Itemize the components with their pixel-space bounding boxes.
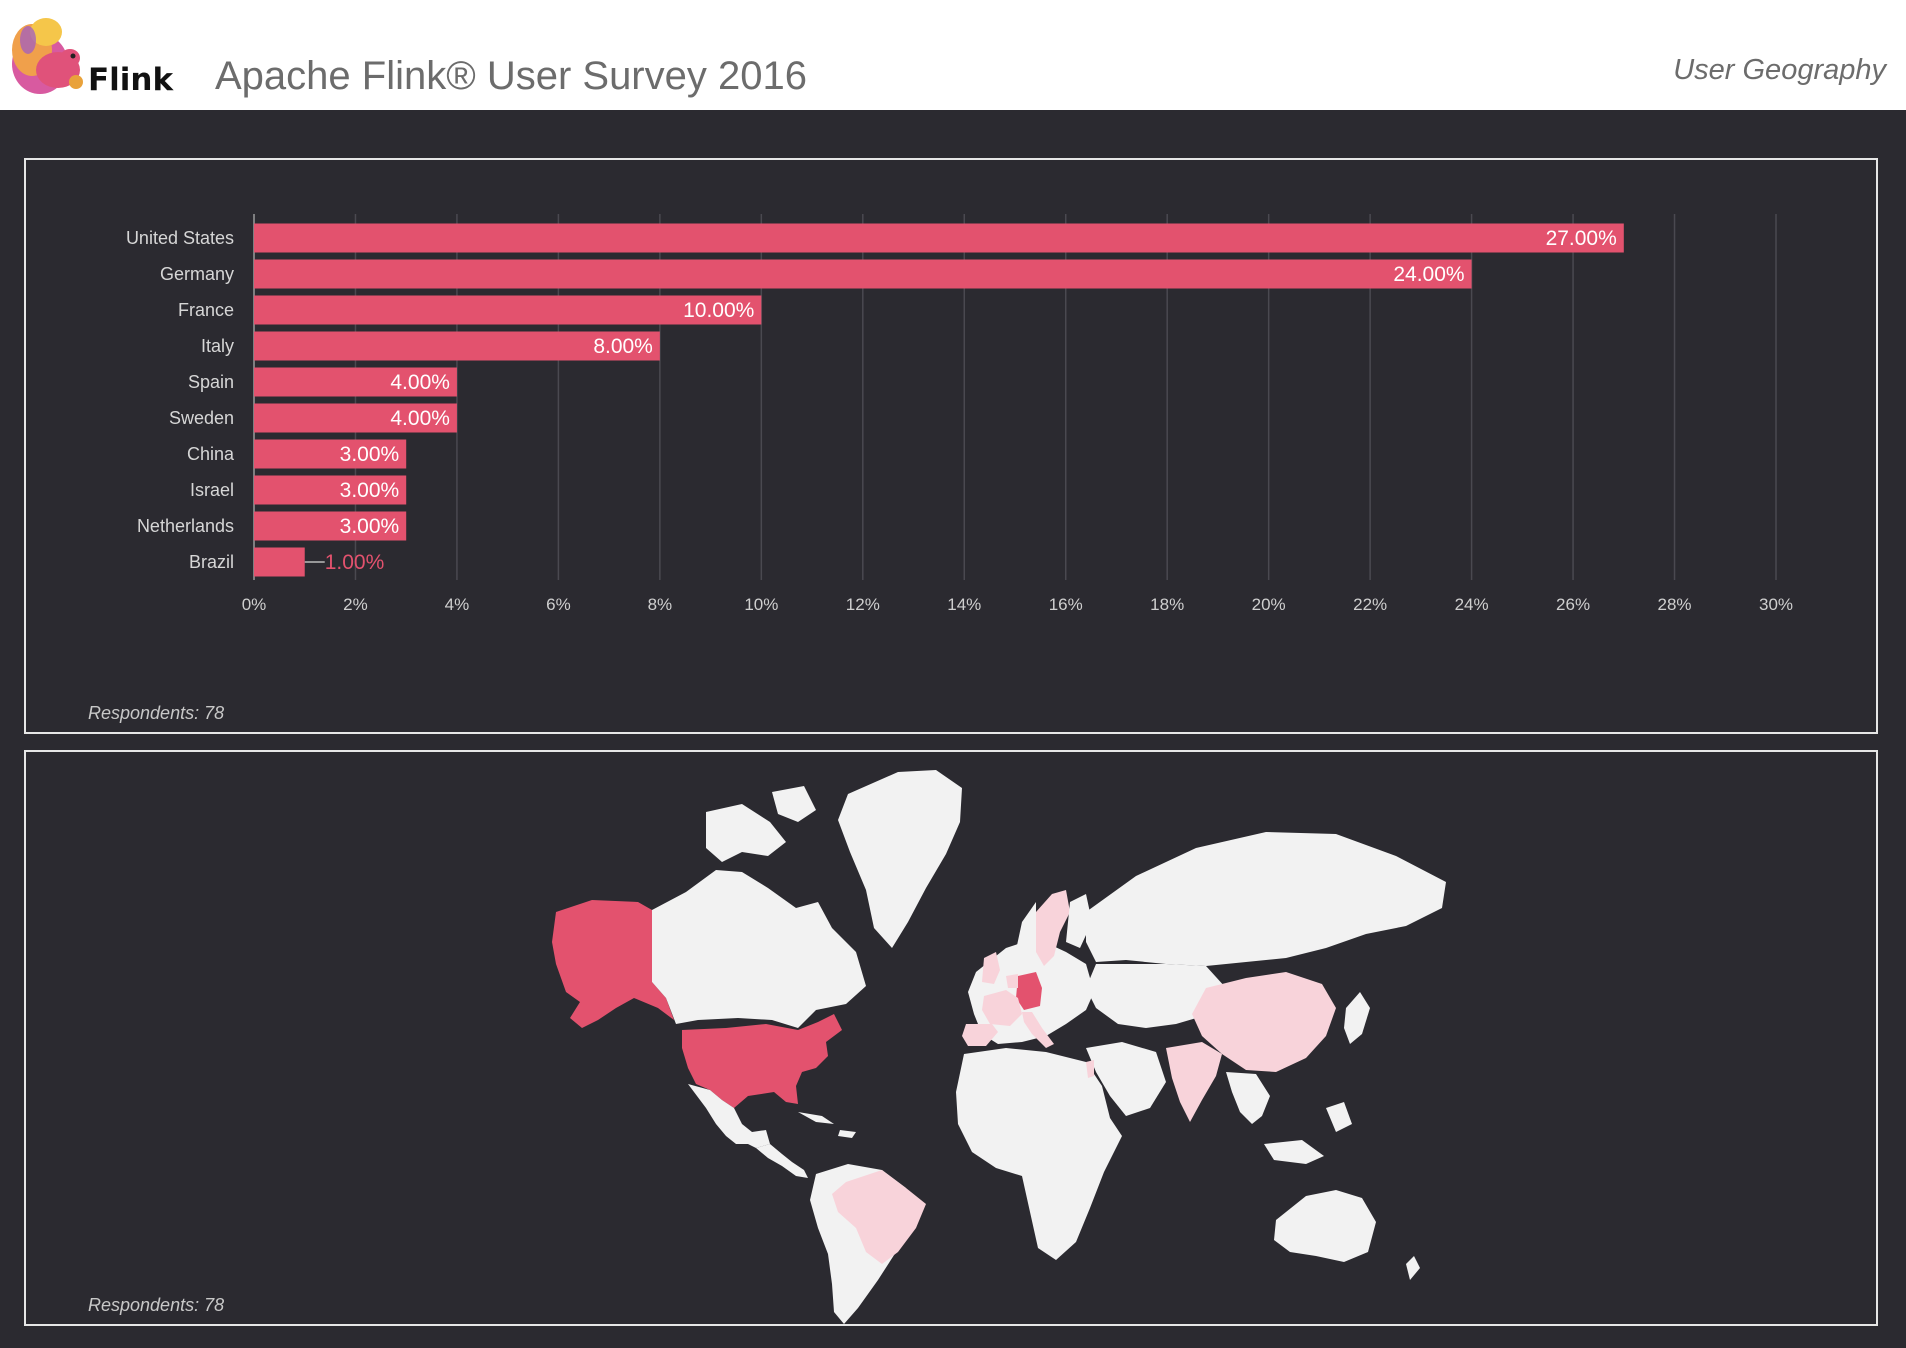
bar (254, 403, 457, 433)
map-country-brazil (832, 1170, 926, 1264)
page-title: Apache Flink® User Survey 2016 (215, 54, 807, 98)
map-respondents: Respondents: 78 (88, 1295, 225, 1315)
section-title: User Geography (1673, 54, 1886, 86)
x-tick-label: 30% (1759, 595, 1793, 614)
category-label: Sweden (169, 408, 234, 428)
data-label: 3.00% (340, 443, 400, 466)
map-country-canada (652, 870, 866, 1028)
x-tick-label: 6% (546, 595, 571, 614)
category-label: Brazil (189, 552, 234, 572)
x-tick-label: 28% (1658, 595, 1692, 614)
data-label: 4.00% (390, 407, 450, 430)
x-tick-label: 26% (1556, 595, 1590, 614)
flink-squirrel-logo (12, 18, 83, 94)
data-label: 24.00% (1393, 263, 1464, 286)
bar (254, 511, 407, 541)
map-region-central-asia (1086, 964, 1226, 1028)
map-panel: Respondents: 78 (24, 750, 1878, 1326)
map-country-alaska (552, 900, 674, 1028)
x-tick-label: 18% (1150, 595, 1184, 614)
bar (254, 259, 1472, 289)
data-label: 4.00% (390, 371, 450, 394)
data-label: 3.00% (340, 479, 400, 502)
category-label: Netherlands (137, 516, 234, 536)
bar (254, 367, 457, 397)
map-region-arctic-islands (706, 786, 816, 862)
category-label: France (178, 300, 234, 320)
map-region-australia (1274, 1190, 1376, 1262)
map-region-caribbean (798, 1112, 856, 1138)
map-country-france (982, 990, 1022, 1026)
map-region-japan (1344, 992, 1370, 1044)
category-label: Germany (160, 264, 234, 284)
x-tick-label: 16% (1049, 595, 1083, 614)
category-label: Israel (190, 480, 234, 500)
map-region-middle-east (1086, 1042, 1166, 1116)
x-tick-label: 20% (1252, 595, 1286, 614)
data-label: 3.00% (340, 515, 400, 538)
map-region-russia (1086, 832, 1446, 966)
map-country-greenland (838, 770, 962, 948)
map-country-mexico (688, 1084, 770, 1148)
map-country-united-states (682, 1014, 842, 1108)
category-label: China (187, 444, 235, 464)
data-label: 27.00% (1546, 227, 1617, 250)
country-bar-chart: 0% 2% 4% 6% 8% 10% 12% 14% 16% 18% 20% 22% 24% 26% 28%… (126, 214, 1793, 614)
x-tick-label: 0% (242, 595, 267, 614)
map-region-norway-finland (1016, 894, 1092, 962)
bar (254, 331, 660, 361)
map-region-southeast-asia (1226, 1072, 1352, 1164)
map-country-sweden (1032, 890, 1070, 966)
data-label: 10.00% (683, 299, 754, 322)
map-country-spain (962, 1024, 998, 1046)
logo-wordmark: Flink (88, 62, 174, 98)
map-country-uk (982, 952, 1000, 984)
bar (254, 547, 305, 577)
map-country-israel (1086, 1060, 1094, 1078)
category-label: United States (126, 228, 234, 248)
map-country-china (1192, 972, 1336, 1072)
map-country-india (1166, 1042, 1222, 1122)
map-region-africa (956, 1048, 1122, 1260)
category-label: Italy (201, 336, 234, 356)
category-label: Spain (188, 372, 234, 392)
x-tick-label: 14% (947, 595, 981, 614)
data-label: 8.00% (593, 335, 653, 358)
x-tick-label: 2% (343, 595, 368, 614)
map-country-italy (1022, 1012, 1054, 1048)
bar-chart-respondents: Respondents: 78 (88, 703, 225, 723)
x-tick-label: 24% (1455, 595, 1489, 614)
bar (254, 295, 762, 325)
x-tick-label: 8% (648, 595, 673, 614)
x-tick-label: 4% (445, 595, 470, 614)
map-country-germany (1016, 972, 1042, 1010)
page-header: Flink Apache Flink® User Survey 2016 Use… (0, 0, 1906, 110)
map-region-central-america (756, 1144, 808, 1178)
x-tick-label: 10% (744, 595, 778, 614)
bar (254, 223, 1624, 253)
x-tick-label: 22% (1353, 595, 1387, 614)
data-label: 1.00% (325, 551, 385, 574)
map-country-netherlands (1006, 974, 1018, 988)
x-tick-label: 12% (846, 595, 880, 614)
bar (254, 439, 407, 469)
map-region-new-zealand (1406, 1256, 1420, 1280)
bar-chart-panel: 0% 2% 4% 6% 8% 10% 12% 14% 16% 18% 20% 22% 24% 26% 28%… (24, 158, 1878, 734)
world-map (552, 770, 1446, 1324)
bar (254, 475, 407, 505)
